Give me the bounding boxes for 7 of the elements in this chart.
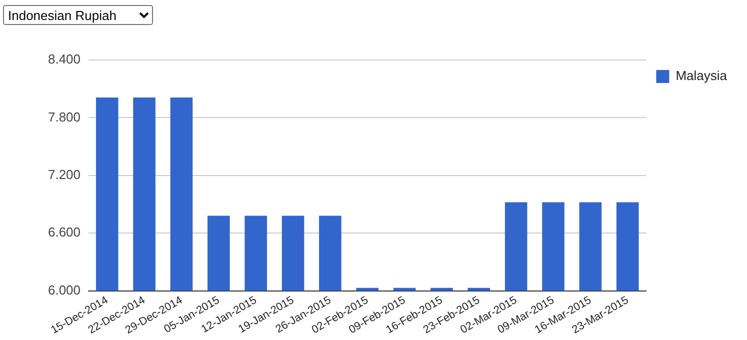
y-tick-label: 6.000	[48, 282, 81, 298]
legend-label: Malaysia	[676, 68, 728, 84]
y-tick-label: 7.200	[48, 166, 81, 182]
y-tick-label: 8.400	[48, 52, 81, 67]
currency-dropdown: Indonesian Rupiah	[3, 5, 153, 25]
y-tick-label: 7.800	[48, 109, 81, 124]
y-tick-label: 6.600	[48, 224, 81, 240]
